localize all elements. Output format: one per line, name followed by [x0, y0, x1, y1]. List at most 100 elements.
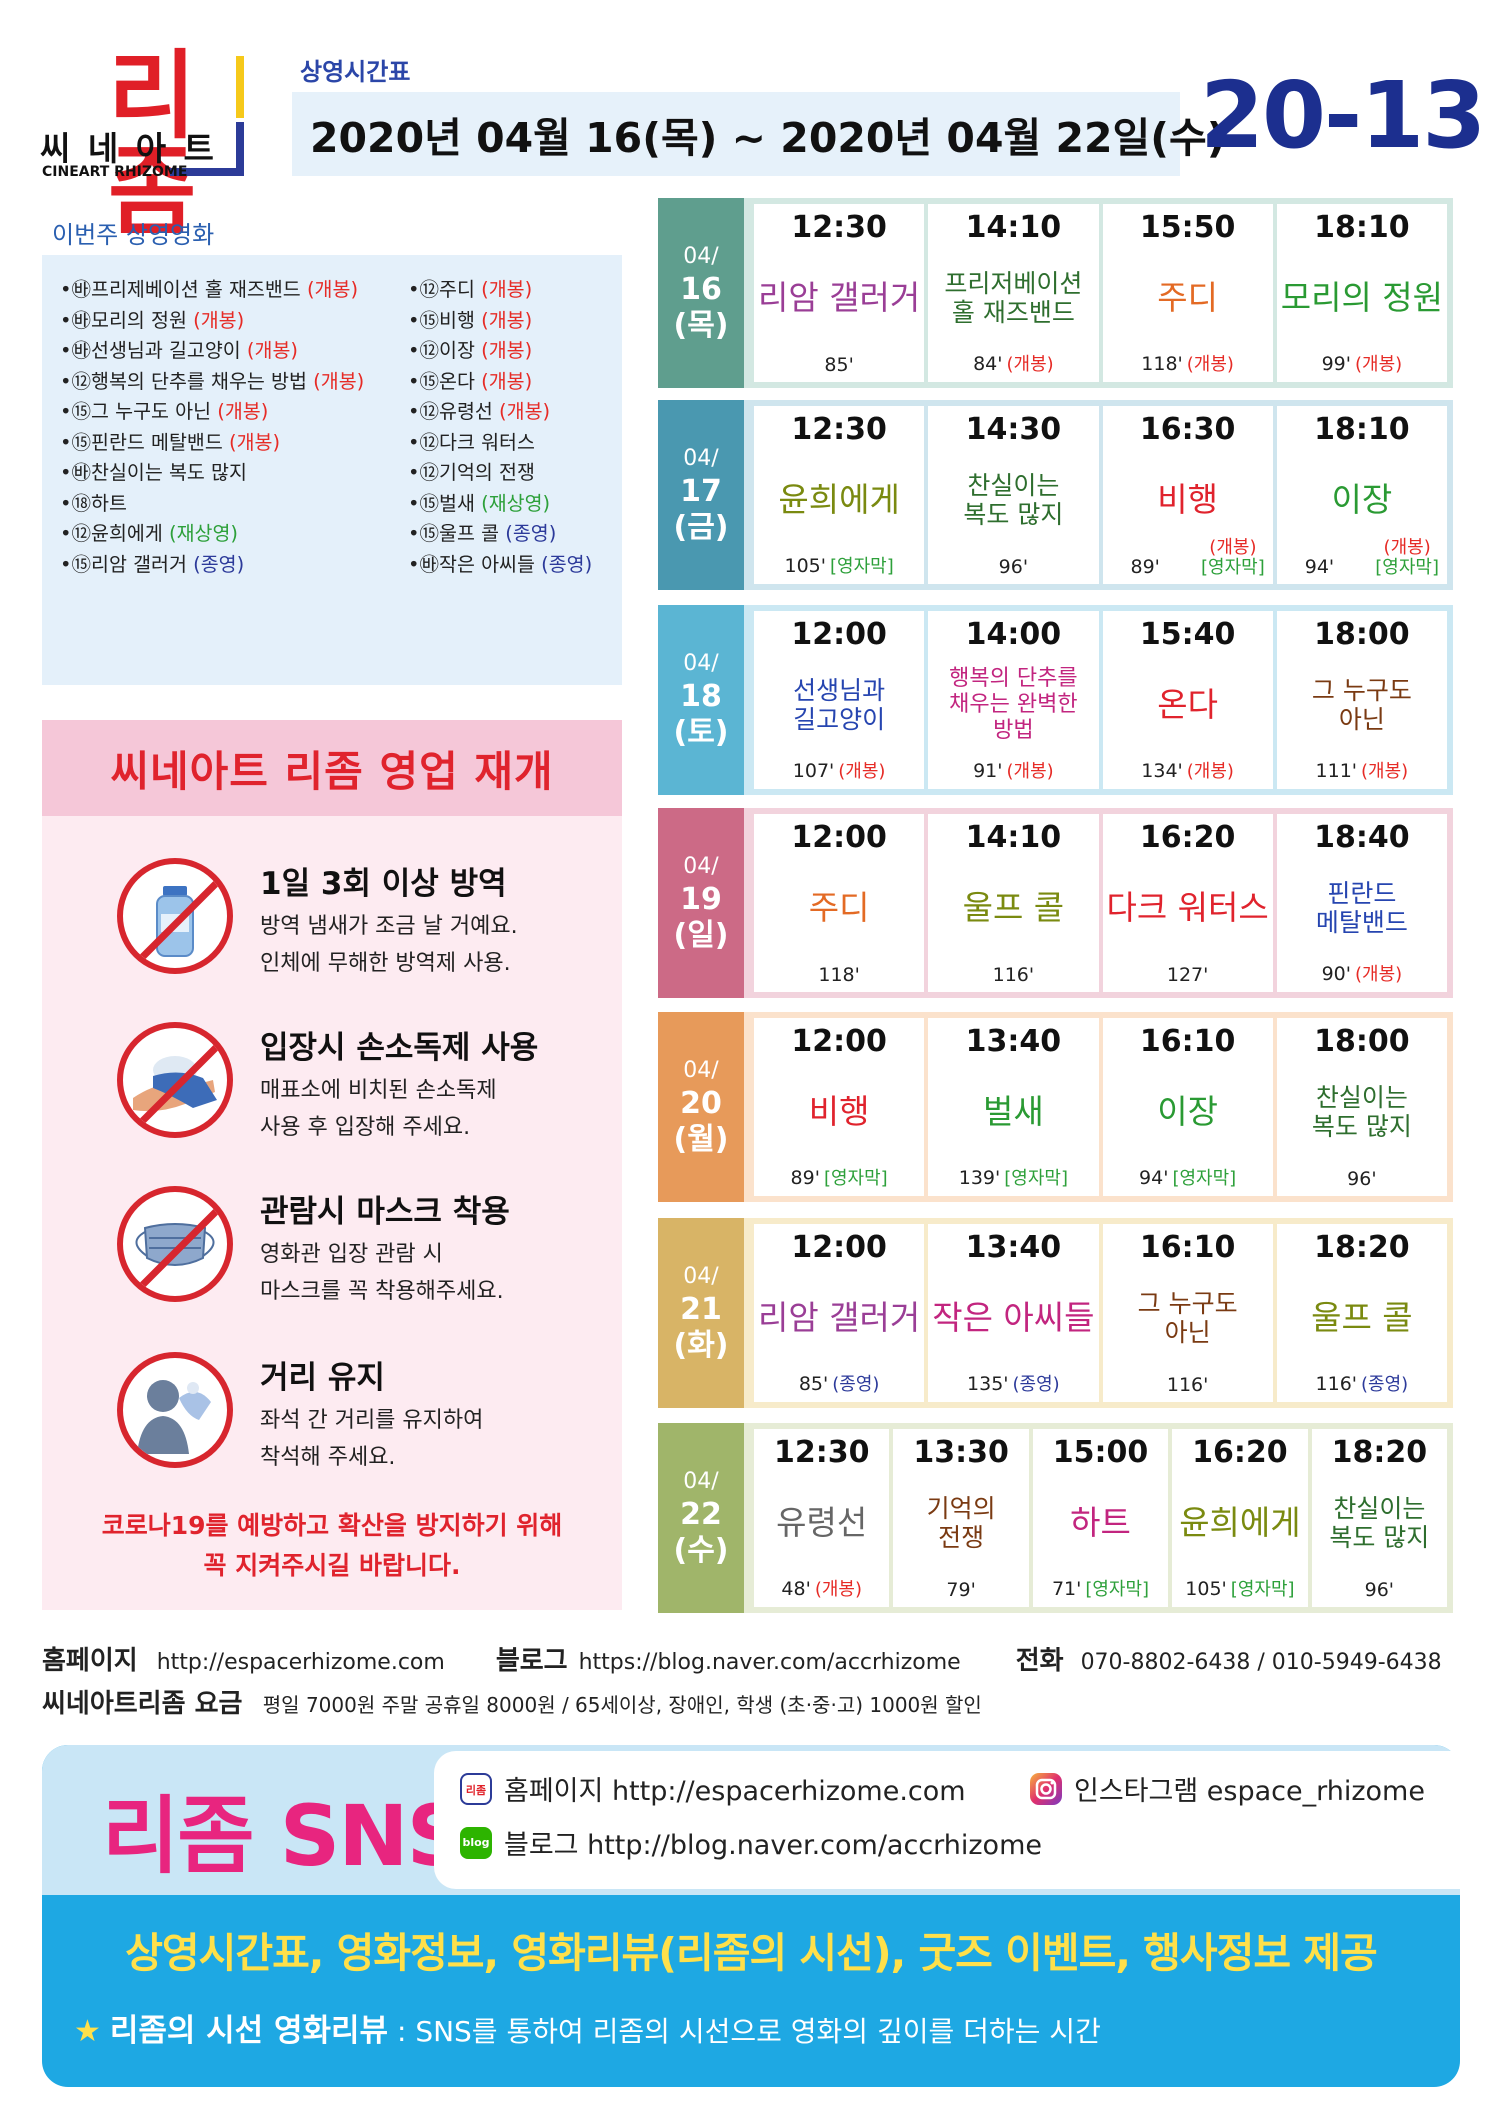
film-name: •㉳프리제베이션 홀 재즈밴드: [60, 278, 307, 301]
movie-title: 온다: [1157, 685, 1218, 724]
showtime-slot[interactable]: 18:00 그 누구도 아닌 111' (개봉): [1276, 611, 1447, 789]
status-tag: (개봉): [1006, 354, 1054, 375]
showtime-slot[interactable]: 16:20 윤희에게 105' [영자막]: [1172, 1429, 1308, 1607]
day-label-dd: 17: [680, 474, 722, 509]
runtime-row: 71' [영자막]: [1033, 1575, 1168, 1601]
showtime-slot[interactable]: 15:00 하트 71' [영자막]: [1032, 1429, 1169, 1607]
showtime-slot[interactable]: 12:00 선생님과 길고양이 107' (개봉): [754, 611, 925, 789]
schedule-label: 상영시간표: [300, 58, 411, 86]
home-label: 홈페이지: [42, 1646, 138, 1676]
day-label: 04/20 (월): [658, 1012, 744, 1202]
showtime-slot[interactable]: 18:10 이장 94' (개봉) [영자막]: [1276, 406, 1447, 584]
day-label-wd: (토): [673, 715, 729, 750]
logo-english-text: CINEART RHIZOME: [42, 164, 188, 180]
status-tag: (개봉): [1186, 761, 1234, 782]
showtime: 14:10: [965, 820, 1062, 855]
showtime-slot[interactable]: 13:30 기억의 전쟁 79': [893, 1429, 1029, 1607]
showtime-slot[interactable]: 18:00 찬실이는 복도 많지 96': [1276, 1018, 1447, 1196]
runtime: 94': [1139, 1167, 1169, 1189]
film-status-tag: (개봉): [481, 369, 533, 393]
showtime: 12:00: [791, 1024, 887, 1059]
sns-header: 리좀 SNS 리좀 홈페이지 http://espacerhizome.com …: [42, 1745, 1460, 1895]
showtime: 13:40: [965, 1024, 1062, 1059]
day-slots: 12:00 선생님과 길고양이 107' (개봉) 14:00 행복의 단추를 채우는 완…: [744, 605, 1453, 795]
day-row: 04/22 (수) 12:30 유령선 48' (개봉) 13:30 기억의 전쟁 79' 15:…: [658, 1423, 1453, 1613]
showtime-slot[interactable]: 12:30 윤희에게 105' [영자막]: [754, 406, 925, 584]
runtime: 105': [1185, 1578, 1227, 1600]
film-status-tag: (개봉): [313, 369, 365, 393]
day-label: 04/18 (토): [658, 605, 744, 795]
home-url[interactable]: http://espacerhizome.com: [156, 1650, 445, 1675]
spray-bottle-icon: [117, 858, 233, 974]
phone-label: 전화: [1015, 1646, 1064, 1676]
movie-title: 그 누구도 아닌: [1311, 676, 1412, 734]
showtime-slot[interactable]: 12:00 비행 89' [영자막]: [754, 1018, 925, 1196]
showtime-slot[interactable]: 12:30 유령선 48' (개봉): [754, 1429, 890, 1607]
movie-title: 선생님과 길고양이: [793, 676, 886, 734]
movie-title: 이장: [1157, 1092, 1218, 1131]
day-slots: 12:30 유령선 48' (개봉) 13:30 기억의 전쟁 79' 15:00 하트 71'[…: [744, 1423, 1453, 1613]
hand-wash-icon: [117, 1022, 233, 1138]
showtime-slot[interactable]: 13:40 작은 아씨들 135' (종영): [928, 1224, 1099, 1402]
runtime-row: 94' [영자막]: [1103, 1164, 1273, 1190]
notice-line: 사용 후 입장해 주세요.: [260, 1115, 471, 1140]
blog-url[interactable]: https://blog.naver.com/accrhizome: [578, 1650, 961, 1675]
film-name: •⑫행복의 단추를 채우는 방법: [60, 369, 314, 393]
sns-instagram-link[interactable]: 인스타그램 espace_rhizome: [1030, 1769, 1425, 1808]
showtime: 15:00: [1052, 1435, 1149, 1470]
day-label-dd: 21: [680, 1292, 722, 1327]
film-item: •⑮온다 (개봉): [408, 367, 592, 398]
showtime-slot[interactable]: 16:30 비행 89' (개봉) [영자막]: [1102, 406, 1273, 584]
day-row: 04/21 (화) 12:00 리암 갤러거 85' (종영) 13:40 작은 아씨들 135…: [658, 1218, 1453, 1408]
notice-item-title: 관람시 마스크 착용: [260, 1194, 510, 1230]
showtime-slot[interactable]: 12:00 리암 갤러거 85' (종영): [754, 1224, 925, 1402]
runtime-row: 107' (개봉): [754, 757, 924, 783]
showtime-slot[interactable]: 13:40 벌새 139' [영자막]: [928, 1018, 1099, 1196]
movie-title: 찬실이는 복도 많지: [1329, 1494, 1430, 1552]
film-status-tag: (종영): [541, 552, 593, 576]
runtime-row: 84' (개봉): [928, 350, 1098, 376]
showtime-slot[interactable]: 18:40 핀란드 메탈밴드 90' (개봉): [1276, 814, 1447, 992]
showtime-slot[interactable]: 16:10 그 누구도 아닌 116': [1102, 1224, 1273, 1402]
showtime-slot[interactable]: 12:30 리암 갤러거 85': [754, 204, 925, 382]
showtime-slot[interactable]: 14:30 찬실이는 복도 많지 96': [928, 406, 1099, 584]
runtime: 105': [784, 555, 827, 577]
showtime-slot[interactable]: 14:00 행복의 단추를 채우는 완벽한 방법 91' (개봉): [928, 611, 1099, 789]
cinema-logo[interactable]: 리좀 씨 네 아 트 CINEART RHIZOME: [40, 48, 280, 240]
runtime-row: 85' (종영): [754, 1370, 924, 1396]
showtime-slot[interactable]: 18:10 모리의 정원 99' (개봉): [1276, 204, 1447, 382]
day-label-wd: (일): [673, 918, 729, 953]
showtime-slot[interactable]: 12:00 주디 118': [754, 814, 925, 992]
film-item: •⑮벌새 (재상영): [408, 489, 592, 520]
runtime: 118': [1141, 353, 1183, 375]
runtime-row: 118' (개봉): [1103, 350, 1273, 376]
showtime-slot[interactable]: 14:10 울프 콜 116': [928, 814, 1099, 992]
showtime-slot[interactable]: 14:10 프리저베이션 홀 재즈밴드 84' (개봉): [928, 204, 1099, 382]
movie-title: 핀란드 메탈밴드: [1315, 879, 1408, 937]
movie-title: 윤희에게: [1179, 1503, 1301, 1542]
showtime-slot[interactable]: 18:20 울프 콜 116' (종영): [1276, 1224, 1447, 1402]
runtime: 85': [824, 354, 854, 376]
status-tag: [영자막]: [1375, 557, 1439, 578]
film-name: •⑫이장: [408, 339, 482, 362]
day-label-md: 04/: [683, 1469, 719, 1494]
notice-item-title: 거리 유지: [260, 1360, 385, 1396]
runtime: 111': [1315, 760, 1358, 782]
sns-home-link[interactable]: 리좀 홈페이지 http://espacerhizome.com: [460, 1769, 966, 1808]
showtime-slot[interactable]: 15:40 온다 134' (개봉): [1102, 611, 1273, 789]
showtime-slot[interactable]: 16:10 이장 94' [영자막]: [1102, 1018, 1273, 1196]
runtime-row: 89' [영자막]: [754, 1164, 924, 1190]
showtime-slot[interactable]: 15:50 주디 118' (개봉): [1102, 204, 1273, 382]
status-tag: [영자막]: [1230, 1579, 1295, 1600]
showtime-slot[interactable]: 16:20 다크 워터스 127': [1102, 814, 1273, 992]
day-label: 04/21 (화): [658, 1218, 744, 1408]
runtime-row: 85': [754, 354, 924, 376]
film-status-tag: (개봉): [193, 308, 245, 332]
movie-title: 비행: [1157, 480, 1218, 519]
film-status-tag: (재상영): [481, 491, 551, 515]
runtime: 94': [1304, 556, 1335, 578]
film-item: •⑫다크 워터스: [408, 428, 592, 459]
film-item: •⑫기억의 전쟁: [408, 458, 592, 489]
sns-blog-link[interactable]: blog 블로그 http://blog.naver.com/accrhizom…: [460, 1823, 1042, 1862]
showtime-slot[interactable]: 18:20 찬실이는 복도 많지 96': [1311, 1429, 1448, 1607]
